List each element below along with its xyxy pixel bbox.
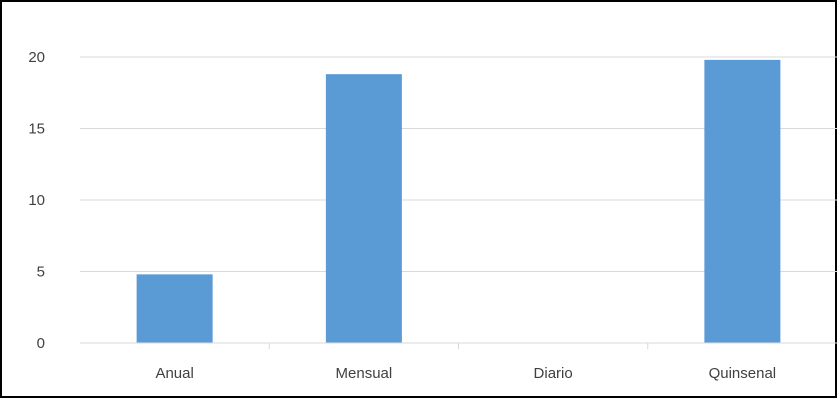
y-tick-label-0: 0 — [37, 335, 45, 352]
y-tick-label-20: 20 — [28, 49, 45, 66]
x-tick-label-anual: Anual — [155, 365, 193, 382]
y-axis-ticks: 0 5 10 15 20 — [28, 49, 45, 352]
bars — [136, 59, 781, 344]
x-tick-label-mensual: Mensual — [336, 365, 393, 382]
y-tick-label-15: 15 — [28, 121, 45, 138]
bar-mensual — [325, 74, 402, 343]
bar-quinsenal — [704, 59, 781, 344]
bar-anual — [136, 274, 213, 343]
x-tick-label-diario: Diario — [534, 365, 573, 382]
x-tick-label-quinsenal: Quinsenal — [709, 365, 777, 382]
x-axis-ticks: Anual Mensual Diario Quinsenal — [155, 343, 776, 382]
y-tick-label-10: 10 — [28, 192, 45, 209]
y-tick-label-5: 5 — [37, 264, 45, 281]
